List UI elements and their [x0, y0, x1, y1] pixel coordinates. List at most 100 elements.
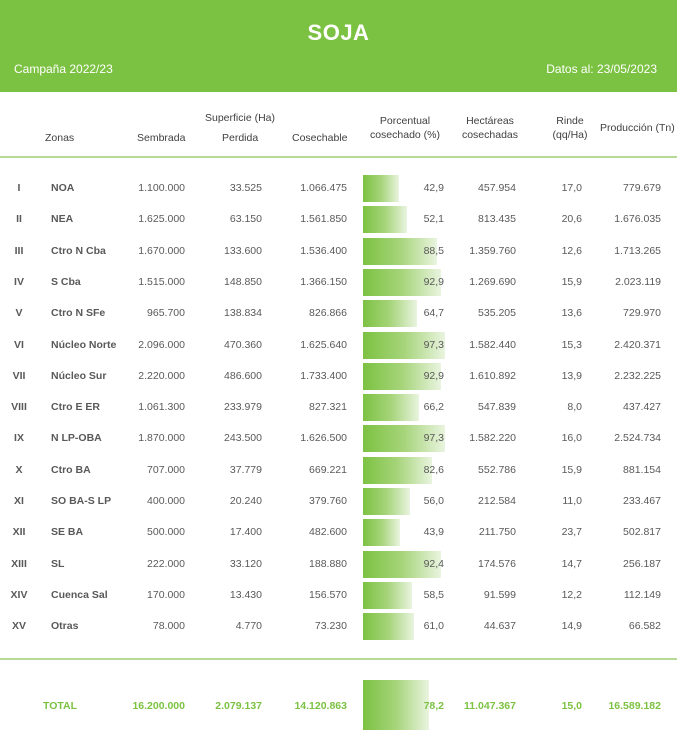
sembrada-cell: 1.100.000: [138, 182, 185, 194]
hectareas-cell: 1.582.220: [469, 432, 516, 445]
pct-bar: [363, 237, 438, 265]
zone-name: Ctro BA: [51, 463, 91, 476]
table-row: I NOA 1.100.000 33.525 1.066.475 42,9 457.954 1…: [0, 172, 677, 203]
perdida-cell: 20.240: [229, 495, 262, 507]
pct-bar: [363, 331, 445, 359]
zone-name: Núcleo Norte: [51, 338, 117, 351]
rinde-cell: 16,0: [561, 432, 582, 445]
perdida-cell: 63.150: [229, 213, 262, 226]
pct-bar: [363, 394, 419, 422]
campaign-label: Campaña 2022/23: [14, 62, 113, 76]
cosechable-cell: 379.760: [309, 495, 347, 507]
total-hectareas: 11.047.367: [464, 700, 516, 712]
pct-bar: [363, 581, 413, 609]
zone-name: Ctro N Cba: [51, 244, 106, 257]
rinde-cell: 15,9: [561, 463, 582, 476]
zone-name: N LP-OBA: [51, 432, 102, 445]
rinde-cell: 13,9: [561, 369, 582, 382]
hectareas-cell: 1.359.760: [469, 244, 516, 257]
col-header-sembrada: Sembrada: [137, 132, 186, 144]
pct-bar: [363, 268, 442, 296]
total-rinde: 15,0: [561, 700, 582, 712]
produccion-cell: 437.427: [623, 401, 661, 414]
perdida-cell: 33.525: [229, 182, 262, 194]
perdida-cell: 37.779: [229, 463, 262, 476]
zone-roman: V: [15, 307, 23, 320]
produccion-cell: 779.679: [623, 182, 661, 194]
perdida-cell: 33.120: [229, 557, 262, 570]
perdida-cell: 486.600: [224, 369, 262, 382]
produccion-cell: 881.154: [623, 463, 661, 476]
hectareas-cell: 552.786: [478, 463, 516, 476]
perdida-cell: 233.979: [224, 401, 262, 414]
pct-cell: 52,1: [423, 213, 444, 226]
sembrada-cell: 1.870.000: [138, 432, 185, 445]
cosechable-cell: 188.880: [309, 557, 347, 570]
hectareas-cell: 1.582.440: [469, 338, 516, 351]
total-perdida: 2.079.137: [215, 700, 262, 712]
page-title: SOJA: [307, 20, 370, 45]
pct-bar: [363, 550, 441, 578]
perdida-cell: 470.360: [224, 338, 262, 351]
zone-roman: IV: [14, 275, 24, 288]
zone-roman: XII: [12, 526, 26, 539]
pct-cell: 92,9: [423, 275, 444, 288]
table-row: XV Otras 78.000 4.770 73.230 61,0 44.637 14,9 66…: [0, 610, 677, 641]
col-header-zonas: Zonas: [45, 132, 75, 144]
perdida-cell: 243.500: [224, 432, 262, 445]
pct-cell: 97,3: [423, 338, 444, 351]
zone-name: NEA: [51, 213, 74, 226]
zone-roman: VI: [14, 338, 24, 351]
hectareas-cell: 457.954: [478, 182, 516, 194]
table-row: III Ctro N Cba 1.670.000 133.600 1.536.400 88…: [0, 235, 677, 266]
perdida-cell: 133.600: [224, 244, 262, 257]
hectareas-cell: 535.205: [478, 307, 516, 320]
rinde-cell: 15,9: [561, 275, 582, 288]
produccion-cell: 2.232.225: [614, 369, 661, 382]
zone-roman: X: [15, 463, 23, 476]
total-row: TOTAL 16.200.000 2.079.137 14.120.863 78…: [0, 680, 677, 730]
table-row: VII Núcleo Sur 2.220.000 486.600 1.733.400 92…: [0, 360, 677, 391]
hectareas-cell: 174.576: [478, 557, 516, 570]
rinde-cell: 14,7: [561, 557, 582, 570]
pct-bar: [363, 206, 407, 234]
sembrada-cell: 965.700: [147, 307, 185, 320]
perdida-cell: 17.400: [229, 526, 262, 539]
zone-name: S Cba: [51, 275, 81, 288]
total-sembrada: 16.200.000: [132, 700, 185, 712]
zone-name: SE BA: [51, 526, 84, 539]
hectareas-cell: 813.435: [478, 213, 516, 226]
produccion-cell: 233.467: [623, 495, 661, 507]
table-row: XI SO BA-S LP 400.000 20.240 379.760 56,0 212.…: [0, 485, 677, 516]
sembrada-cell: 1.670.000: [138, 244, 185, 257]
pct-cell: 92,9: [423, 369, 444, 382]
total-label: TOTAL: [43, 700, 78, 712]
table-row: X Ctro BA 707.000 37.779 669.221 82,6 552.786 1…: [0, 454, 677, 485]
zone-name: SL: [51, 557, 65, 570]
zone-roman: VIII: [11, 401, 27, 414]
col-header-hectareas: Hectáreas: [466, 115, 514, 127]
hectareas-cell: 212.584: [478, 495, 516, 507]
sembrada-cell: 707.000: [147, 463, 185, 476]
col-header-produccion: Producción (Tn): [600, 122, 675, 134]
rinde-cell: 13,6: [561, 307, 582, 320]
cosechable-cell: 1.626.500: [300, 432, 347, 445]
pct-cell: 97,3: [423, 432, 444, 445]
produccion-cell: 66.582: [628, 620, 661, 633]
pct-cell: 66,2: [423, 401, 444, 414]
hectareas-cell: 44.637: [483, 620, 516, 633]
zone-name: Ctro E ER: [51, 401, 101, 414]
produccion-cell: 2.023.119: [615, 275, 661, 288]
total-divider: [0, 658, 677, 660]
table-row: II NEA 1.625.000 63.150 1.561.850 52,1 813.435…: [0, 203, 677, 234]
cosechable-cell: 1.625.640: [300, 338, 347, 351]
zone-name: Otras: [51, 620, 79, 633]
table-row: V Ctro N SFe 965.700 138.834 826.866 64,7 535.…: [0, 297, 677, 328]
rinde-cell: 12,2: [561, 588, 582, 601]
col-header-porcentual: Porcentual: [379, 115, 431, 127]
rinde-cell: 23,7: [561, 526, 582, 539]
produccion-cell: 729.970: [623, 307, 661, 320]
cosechable-cell: 1.733.400: [300, 369, 347, 382]
sembrada-cell: 2.220.000: [138, 369, 185, 382]
pct-cell: 43,9: [423, 526, 444, 539]
